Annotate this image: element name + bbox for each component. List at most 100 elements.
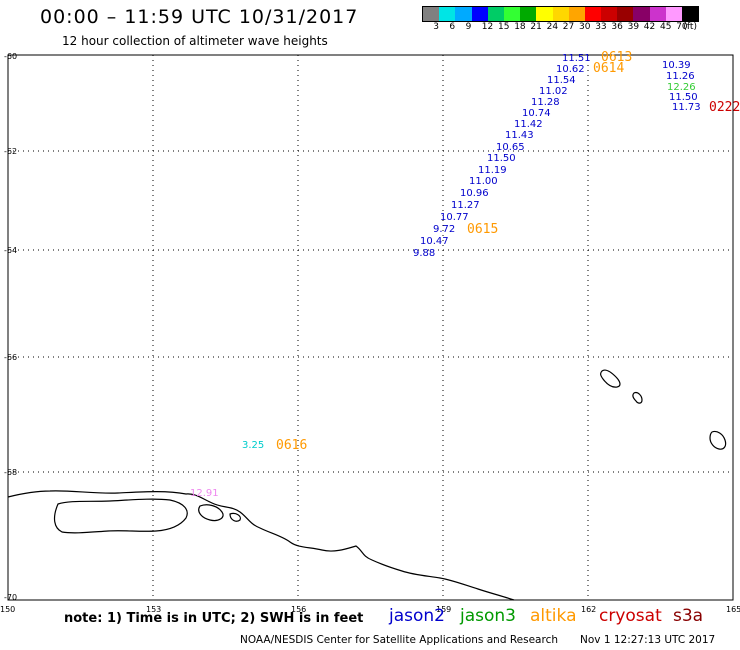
- legend-tick-label: 36: [611, 22, 623, 32]
- wave-height-reading: 11.51: [562, 53, 591, 64]
- legend-swatch: [520, 7, 537, 21]
- wave-height-scale-labels: 3 6 9 12 15 18 21 24 27 30 33 36 39 42 45 70 (ft): [422, 22, 740, 34]
- satellite-cryosat: cryosat: [599, 606, 662, 626]
- legend-tick-label: 24: [546, 22, 559, 32]
- pass-time-label: 0613: [601, 50, 632, 65]
- pass-times: 0613 0614 0615 0616 0222: [276, 50, 740, 453]
- lon-label: 150: [0, 605, 15, 614]
- legend-swatch: [649, 7, 666, 21]
- lon-label: 153: [146, 605, 161, 614]
- legend-swatch: [584, 7, 602, 21]
- lon-label: 156: [291, 605, 306, 614]
- lon-grid-lines: [152, 55, 589, 600]
- legend-tick-label: 45: [660, 22, 672, 32]
- wave-height-reading: 11.26: [666, 71, 695, 82]
- legend-tick-label: 39: [627, 22, 640, 32]
- balleny-island: [709, 430, 727, 450]
- legend-swatch: [552, 7, 569, 21]
- lon-axis-labels: 150 153 156 159 162 165: [0, 605, 740, 614]
- footer-credit: NOAA/NESDIS Center for Satellite Applica…: [240, 634, 558, 646]
- legend-tick-label: 9: [465, 22, 472, 32]
- wave-height-reading: 3.25: [242, 440, 264, 451]
- legend-tick-label: 21: [530, 22, 542, 32]
- legend-tick-label: 33: [595, 22, 607, 32]
- coastal-island: [198, 504, 224, 522]
- lon-label: 159: [436, 605, 451, 614]
- pass-time-label: 0616: [276, 438, 307, 453]
- legend-swatch: [439, 7, 456, 21]
- legend-swatch: [665, 7, 682, 21]
- lat-grid-lines: [8, 150, 733, 473]
- satellite-jason2: jason2: [389, 606, 445, 626]
- antarctic-coastline: [7, 490, 515, 601]
- page-subtitle: 12 hour collection of altimeter wave hei…: [62, 34, 328, 48]
- legend-tick-label: 27: [562, 22, 575, 32]
- legend-tick-label: 3: [433, 22, 439, 32]
- footer-note: note: 1) Time is in UTC; 2) SWH is in fe…: [64, 611, 364, 626]
- wave-height-reading: 9.88: [413, 248, 435, 259]
- lat-label: -68: [4, 468, 17, 477]
- lat-label: -60: [4, 52, 17, 61]
- wave-height-reading: 11.02: [539, 86, 568, 97]
- legend-tick-label: 30: [579, 22, 591, 32]
- footer-timestamp: Nov 1 12:27:13 UTC 2017: [580, 634, 716, 646]
- pass-time-label: 0615: [467, 222, 498, 237]
- pass-time-label: 0614: [593, 61, 624, 76]
- page-title: 00:00 – 11:59 UTC 10/31/2017: [40, 6, 359, 28]
- legend-tick-label: 12: [481, 22, 494, 32]
- lat-label: -66: [4, 353, 17, 362]
- wave-height-reading: 9.72: [433, 224, 455, 235]
- wave-height-reading: 11.43: [505, 130, 534, 141]
- legend-tick-label: 6: [449, 22, 456, 32]
- satellite-jason3: jason3: [460, 606, 516, 626]
- wave-height-reading: 10.47: [420, 236, 449, 247]
- wave-height-reading: 11.27: [451, 200, 480, 211]
- wave-height-reading: 10.74: [522, 108, 551, 119]
- lon-label: 162: [581, 605, 596, 614]
- lat-axis-labels: -60 -62 -64 -66 -68 -70: [4, 52, 17, 602]
- wave-height-reading: 10.62: [556, 64, 585, 75]
- wave-observations: 11.51 10.62 11.54 11.02 11.28 10.74 11.4…: [190, 53, 701, 499]
- legend-swatch: [601, 7, 618, 21]
- map-frame: [7, 54, 734, 601]
- legend-tick-label: 15: [498, 22, 510, 32]
- legend-swatch: [455, 7, 472, 21]
- lat-label: -62: [4, 147, 17, 156]
- wave-height-reading: 12.26: [667, 82, 696, 93]
- coastline-bay-outline: [53, 498, 188, 534]
- wave-height-reading: 10.39: [662, 60, 691, 71]
- legend-swatch: [617, 7, 634, 21]
- wave-height-reading: 10.96: [460, 188, 489, 199]
- legend-swatch: [503, 7, 521, 21]
- balleny-island: [600, 369, 621, 388]
- legend-swatch: [487, 7, 504, 21]
- wave-height-reading: 11.50: [487, 153, 516, 164]
- wave-height-reading: 11.50: [669, 92, 698, 103]
- wave-height-reading: 10.77: [440, 212, 469, 223]
- satellite-s3a: s3a: [673, 606, 704, 626]
- wave-height-color-scale: [422, 6, 700, 22]
- legend-swatch: [423, 7, 440, 21]
- wave-height-reading: 11.00: [469, 176, 498, 187]
- legend-tick-label: 18: [514, 22, 526, 32]
- lon-label: 165: [726, 605, 740, 614]
- lat-label: -70: [4, 593, 17, 602]
- legend-tick-label: 70: [676, 22, 688, 32]
- legend-swatch: [633, 7, 650, 21]
- lat-label: -64: [4, 246, 17, 255]
- wave-height-reading: 12.91: [190, 488, 219, 499]
- legend-tick-label: 42: [643, 22, 656, 32]
- legend-swatch: [536, 7, 553, 21]
- legend-swatch: [682, 7, 699, 21]
- balleny-island: [632, 391, 643, 404]
- legend-swatch: [568, 7, 585, 21]
- legend-swatch: [471, 7, 488, 21]
- wave-height-reading: 11.54: [547, 75, 576, 86]
- wave-height-reading: 11.28: [531, 97, 560, 108]
- wave-height-reading: 11.73: [672, 102, 701, 113]
- wave-height-reading: 11.19: [478, 165, 507, 176]
- pass-time-label: 0222: [709, 100, 740, 115]
- wave-height-reading: 11.42: [514, 119, 543, 130]
- wave-height-reading: 10.65: [496, 142, 525, 153]
